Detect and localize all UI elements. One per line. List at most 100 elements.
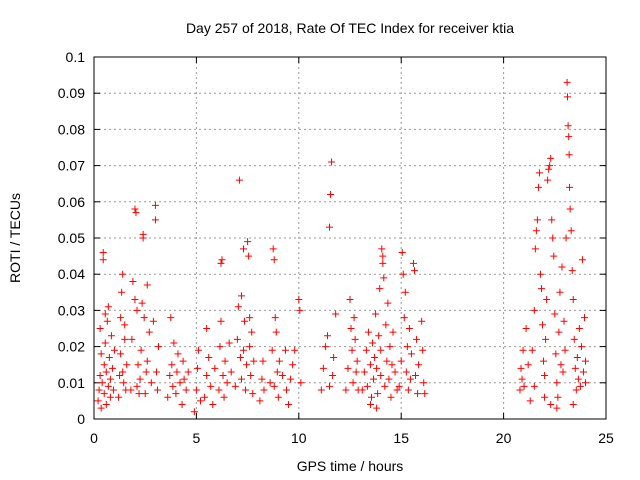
data-point [99, 256, 107, 264]
data-point [211, 364, 219, 372]
data-point [285, 401, 293, 409]
x-axis-label: GPS time / hours [297, 458, 404, 474]
data-point [376, 285, 384, 293]
data-point [530, 306, 538, 314]
data-point [403, 343, 411, 351]
data-point [245, 252, 253, 260]
data-point [100, 361, 108, 369]
data-point [135, 390, 143, 398]
data-point [103, 317, 111, 325]
data-point [100, 390, 108, 398]
data-point [256, 397, 264, 405]
y-tick-label: 0.05 [58, 230, 85, 246]
data-point [532, 227, 540, 235]
data-point [544, 176, 552, 184]
x-tick-label: 5 [193, 430, 201, 446]
data-point [575, 325, 583, 332]
data-point [344, 364, 352, 372]
data-point [129, 277, 137, 285]
data-point [104, 382, 112, 390]
data-point [193, 364, 201, 372]
data-point [297, 379, 305, 387]
data-point [528, 346, 536, 354]
data-point [381, 382, 389, 390]
data-point [518, 375, 526, 383]
data-point [221, 357, 229, 365]
data-point [137, 346, 145, 354]
y-tick-label: 0.01 [58, 375, 85, 391]
data-point [561, 346, 569, 354]
data-point [218, 256, 226, 264]
data-point [236, 353, 244, 361]
data-point [358, 386, 366, 394]
data-point [397, 357, 405, 365]
data-point [546, 162, 554, 170]
data-point [317, 386, 325, 394]
data-point [404, 386, 412, 394]
data-point [372, 310, 380, 318]
data-point [557, 361, 565, 369]
data-point [360, 368, 368, 376]
data-point [128, 335, 136, 343]
data-point [578, 256, 586, 264]
data-point [563, 78, 571, 86]
data-point [582, 357, 590, 365]
data-point [370, 375, 378, 383]
data-point [248, 328, 256, 336]
data-point [548, 216, 556, 224]
x-axis-tick-labels: 0 5 10 15 20 25 [90, 430, 614, 446]
y-tick-label: 0.07 [58, 158, 85, 174]
data-point [207, 382, 215, 390]
data-point [234, 303, 242, 311]
data-point [549, 234, 557, 242]
data-point [216, 343, 224, 351]
data-point [95, 386, 103, 394]
data-point [97, 404, 105, 412]
data-point [169, 382, 177, 390]
data-point [246, 343, 254, 351]
data-point [168, 361, 176, 369]
data-point [380, 274, 388, 282]
data-point [173, 368, 181, 376]
data-point [235, 176, 243, 184]
data-point [143, 357, 151, 365]
data-point [287, 375, 295, 383]
data-point [139, 234, 147, 242]
data-point [547, 154, 555, 162]
data-point [329, 372, 337, 380]
data-point [379, 252, 387, 260]
data-point [149, 317, 157, 325]
data-point [580, 314, 588, 322]
data-point [131, 296, 139, 304]
data-point [409, 259, 417, 267]
data-point [554, 393, 562, 401]
data-point [582, 379, 590, 387]
data-point [384, 299, 392, 307]
data-point [385, 375, 393, 383]
data-point [227, 368, 235, 376]
data-point [405, 325, 413, 332]
data-point [399, 270, 407, 278]
data-point [377, 372, 385, 380]
data-point [164, 393, 172, 401]
data-point [553, 379, 561, 387]
data-point [96, 325, 104, 332]
data-point [387, 393, 395, 401]
data-point [179, 357, 187, 365]
data-point [131, 205, 139, 213]
data-point [567, 227, 575, 235]
y-tick-label: 0.09 [58, 85, 85, 101]
data-point [414, 390, 422, 398]
data-point [395, 382, 403, 390]
data-point [516, 386, 524, 394]
data-point [142, 368, 150, 376]
data-point [155, 343, 163, 351]
data-point [558, 263, 566, 271]
data-point [274, 393, 282, 401]
data-point [374, 390, 382, 398]
y-tick-label: 0.04 [58, 266, 85, 282]
data-point [152, 368, 160, 376]
data-point [373, 404, 381, 412]
data-point [421, 390, 429, 398]
